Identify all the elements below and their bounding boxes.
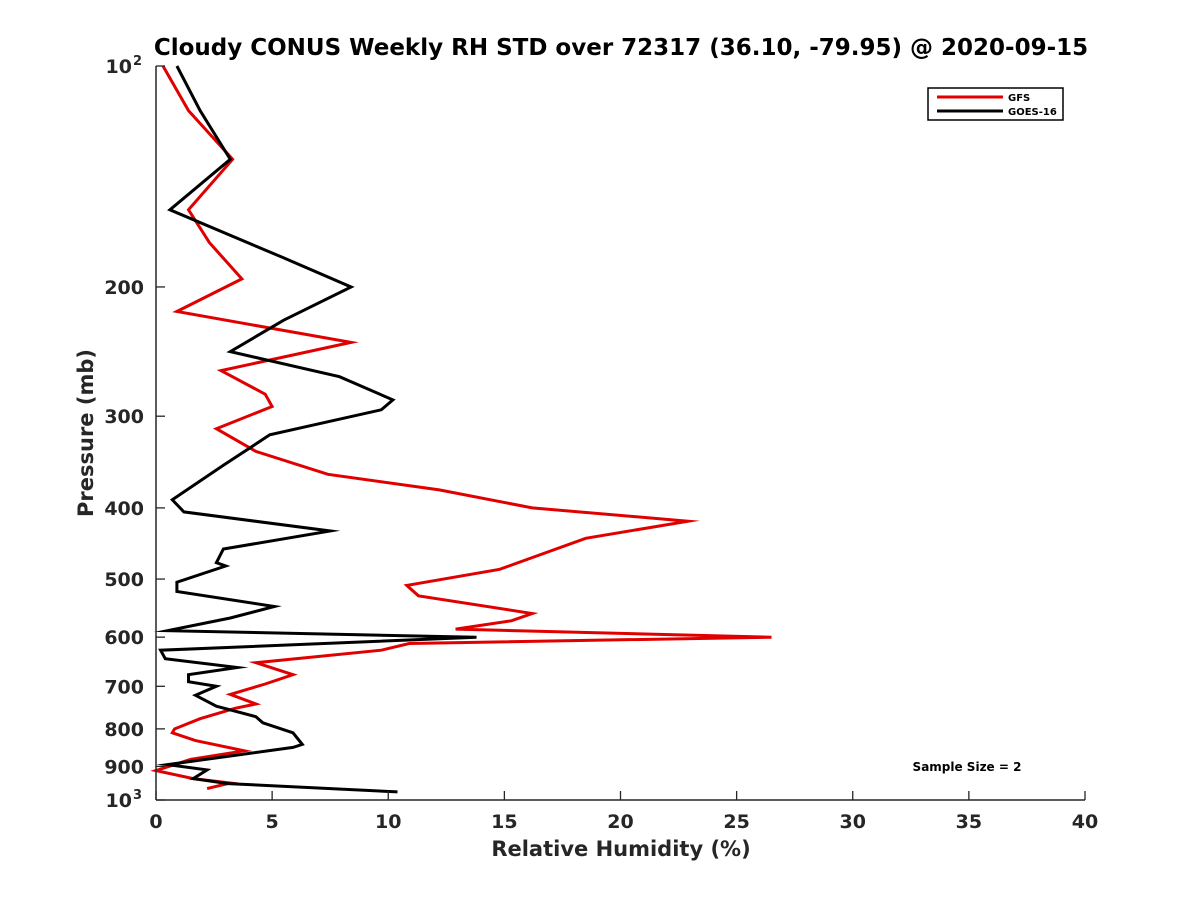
legend-label-goes-16: GOES-16 (1008, 107, 1057, 118)
y-tick-label: 10 3 (106, 788, 143, 812)
legend: GFS GOES-16 (927, 87, 1064, 121)
y-tick-label-exponent: 3 (133, 788, 142, 803)
series-line-gfs (150, 65, 772, 791)
y-tick-label: 10 2 (106, 54, 143, 78)
legend-label-gfs: GFS (1008, 93, 1030, 104)
x-tick-label: 10 (375, 811, 401, 833)
y-tick-label: 200 (104, 277, 144, 299)
y-tick-label: 600 (104, 627, 144, 649)
y-tick-label: 800 (104, 719, 144, 741)
y-tick-label: 400 (104, 498, 144, 520)
y-tick-label-base: 10 (106, 56, 132, 78)
x-tick-label: 25 (723, 811, 749, 833)
series-layer (150, 65, 772, 794)
x-tick-label: 15 (491, 811, 517, 833)
y-tick-label: 500 (104, 569, 144, 591)
x-tick-label: 5 (266, 811, 279, 833)
chart-title: Cloudy CONUS Weekly RH STD over 72317 (3… (154, 35, 1088, 61)
y-tick-label: 700 (104, 676, 144, 698)
series-line-goes-16 (154, 65, 477, 794)
legend-box (927, 87, 1064, 121)
x-tick-label: 0 (149, 811, 162, 833)
y-tick-label-exponent: 2 (133, 54, 142, 69)
y-tick-label: 300 (104, 406, 144, 428)
x-tick-label: 35 (956, 811, 982, 833)
sample-size-annotation: Sample Size = 2 (913, 760, 1022, 774)
x-tick-label: 40 (1072, 811, 1098, 833)
x-axis-label: Relative Humidity (%) (491, 837, 750, 861)
x-tick-label: 30 (840, 811, 866, 833)
y-tick-label: 900 (104, 756, 144, 778)
x-tick-label: 20 (607, 811, 633, 833)
y-axis-label: Pressure (mb) (74, 349, 98, 517)
y-tick-label-base: 10 (106, 790, 132, 812)
